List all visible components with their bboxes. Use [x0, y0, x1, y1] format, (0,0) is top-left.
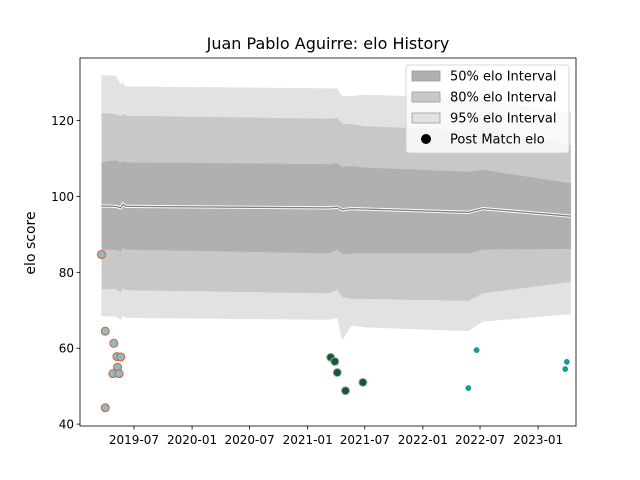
x-tick-label: 2020-07 — [224, 433, 274, 447]
y-tick-label: 100 — [51, 190, 74, 204]
y-axis-label: elo score — [23, 211, 39, 274]
y-tick-label: 80 — [59, 266, 74, 280]
post-match-point — [96, 250, 106, 260]
axes-frame — [79, 57, 577, 427]
y-tick-label: 60 — [59, 342, 74, 356]
legend-box — [405, 64, 570, 154]
legend-label: 50% elo Interval — [450, 70, 557, 85]
post-match-point — [109, 338, 119, 348]
y-tick-label: 40 — [59, 418, 74, 432]
post-match-point — [100, 403, 110, 413]
post-match-point — [332, 368, 342, 378]
x-tick-label: 2023-01 — [513, 433, 563, 447]
legend: 50% elo Interval 80% elo Interval 95% elo … — [405, 64, 570, 154]
post-match-point — [473, 347, 480, 354]
x-tick-label: 2020-01 — [167, 433, 217, 447]
x-tick-label: 2019-07 — [109, 433, 159, 447]
post-match-point — [330, 357, 340, 367]
post-match-point — [100, 326, 110, 336]
legend-marker — [421, 134, 431, 144]
post-match-point — [116, 352, 126, 362]
legend-swatch — [411, 91, 441, 103]
post-match-point — [358, 377, 368, 387]
legend-swatch — [411, 70, 441, 82]
legend-swatch — [411, 112, 441, 124]
x-tick-label: 2021-01 — [283, 433, 333, 447]
mean-elo-line — [101, 203, 572, 217]
legend-label: 95% elo Interval — [450, 112, 557, 127]
chart-title: Juan Pablo Aguirre: elo History — [206, 34, 450, 53]
legend-label: Post Match elo — [450, 133, 545, 148]
legend-label: 80% elo Interval — [450, 91, 557, 106]
post-match-point — [562, 366, 569, 373]
x-tick-label: 2021-07 — [340, 433, 390, 447]
post-match-point — [114, 369, 124, 379]
post-match-point — [465, 385, 472, 392]
post-match-point — [563, 358, 570, 365]
x-tick-label: 2022-01 — [398, 433, 448, 447]
axes: 40 60 80 100 120 2019-07 2020-01 2020-07 2021-01… — [51, 57, 577, 447]
post-match-point — [341, 386, 351, 396]
x-tick-label: 2022-07 — [455, 433, 505, 447]
y-tick-label: 120 — [51, 114, 74, 128]
